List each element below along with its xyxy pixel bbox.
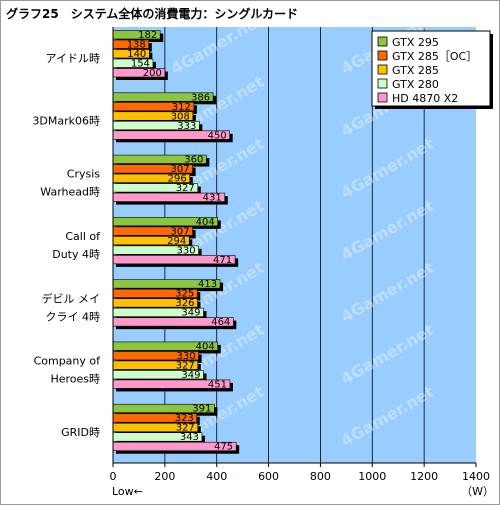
bar-value-label: 327 (176, 360, 195, 371)
bar-value-label: 294 (167, 236, 186, 247)
bar-group: 471 (112, 255, 239, 267)
bar-group: 464 (112, 317, 237, 330)
bar-value-label: 307 (171, 164, 190, 175)
bar-value-label: 138 (127, 40, 146, 51)
bar-value-label: 404 (196, 217, 215, 228)
bar-value-label: 464 (211, 317, 230, 328)
x-tick-label: 600 (258, 470, 279, 483)
bar-value-label: 450 (208, 130, 227, 141)
bar-value-label: 471 (213, 255, 232, 266)
bar-value-label: 182 (138, 30, 157, 41)
legend-swatch (377, 64, 388, 75)
category-label: デビル メイ (42, 291, 101, 305)
legend-swatch (377, 36, 388, 47)
category-label: Duty 4時 (52, 248, 100, 261)
category-label: GRID時 (61, 426, 100, 439)
legend-swatch (377, 50, 388, 61)
bar-value-label: 431 (203, 193, 222, 204)
x-axis-unit-label: （W） (461, 485, 494, 498)
bar-value-label: 343 (180, 432, 199, 443)
bar-value-label: 200 (143, 68, 162, 79)
x-tick-label: 800 (310, 470, 331, 483)
bar-value-label: 330 (176, 245, 195, 256)
bar-value-label: 326 (175, 298, 194, 309)
category-label: Heroes時 (50, 373, 100, 386)
category-label: Call of (65, 230, 101, 243)
x-axis-low-label: Low← (112, 485, 143, 498)
x-tick-label: 400 (206, 470, 227, 483)
legend-swatch (377, 92, 388, 103)
legend-swatch (377, 78, 388, 89)
x-tick-label: 0 (110, 470, 117, 483)
legend-label: GTX 285 (392, 64, 439, 77)
category-label: Warhead時 (40, 186, 100, 199)
x-tick-label: 1200 (410, 470, 438, 483)
bar-value-label: 154 (131, 59, 150, 70)
bar-value-label: 404 (196, 341, 215, 352)
bar-value-label: 413 (198, 279, 217, 290)
bar-value-label: 333 (177, 121, 196, 132)
legend-label: HD 4870 X2 (392, 92, 458, 105)
bar-value-label: 327 (176, 423, 195, 434)
chart-title: グラフ25 システム全体の消費電力：シングルカード (6, 6, 298, 21)
legend-label: GTX 280 (392, 78, 439, 91)
category-labels: アイドル時 3DMark06時 Crysis Warhead時 Call of Duty … (32, 52, 101, 439)
bar-value-label: 323 (175, 413, 194, 424)
bar-value-label: 386 (191, 92, 210, 103)
x-tick-label: 200 (154, 470, 175, 483)
x-tick-label: 1400 (462, 470, 490, 483)
legend-label: GTX 295 (392, 36, 439, 49)
bar-value-label: 391 (192, 404, 211, 415)
x-tick-label: 1000 (358, 470, 386, 483)
bar-value-label: 312 (172, 102, 191, 113)
category-label: Crysis (67, 168, 101, 181)
bar-group: 451 (112, 379, 233, 392)
legend-label: GTX 285［OC］ (392, 50, 477, 63)
bar-value-label: 475 (214, 442, 233, 453)
bar-value-label: 327 (176, 183, 195, 194)
legend-box (371, 30, 491, 107)
category-label: クライ 4時 (46, 310, 101, 323)
bar-value-label: 360 (184, 155, 203, 166)
bar-group: 475 (112, 442, 240, 454)
bar-value-label: 140 (127, 49, 146, 60)
bar-value-label: 307 (171, 226, 190, 237)
category-label: 3DMark06時 (32, 114, 100, 127)
bar-value-label: 308 (171, 111, 190, 122)
bar-value-label: 325 (175, 289, 194, 300)
bar-value-label: 349 (181, 370, 200, 381)
bar-value-label: 330 (176, 351, 195, 362)
category-label: アイドル時 (46, 52, 100, 65)
x-axis-ticks: 0 200 400 600 800 1000 1200 1400 (110, 27, 490, 483)
bar-group: 200 (112, 68, 168, 80)
bar-value-label: 296 (168, 174, 187, 185)
bar-value-label: 451 (208, 379, 227, 390)
bar-value-label: 349 (181, 308, 200, 319)
bar-group: 431 (112, 193, 228, 205)
bar-group: 450 (112, 130, 233, 143)
category-label: Company of (34, 355, 102, 368)
